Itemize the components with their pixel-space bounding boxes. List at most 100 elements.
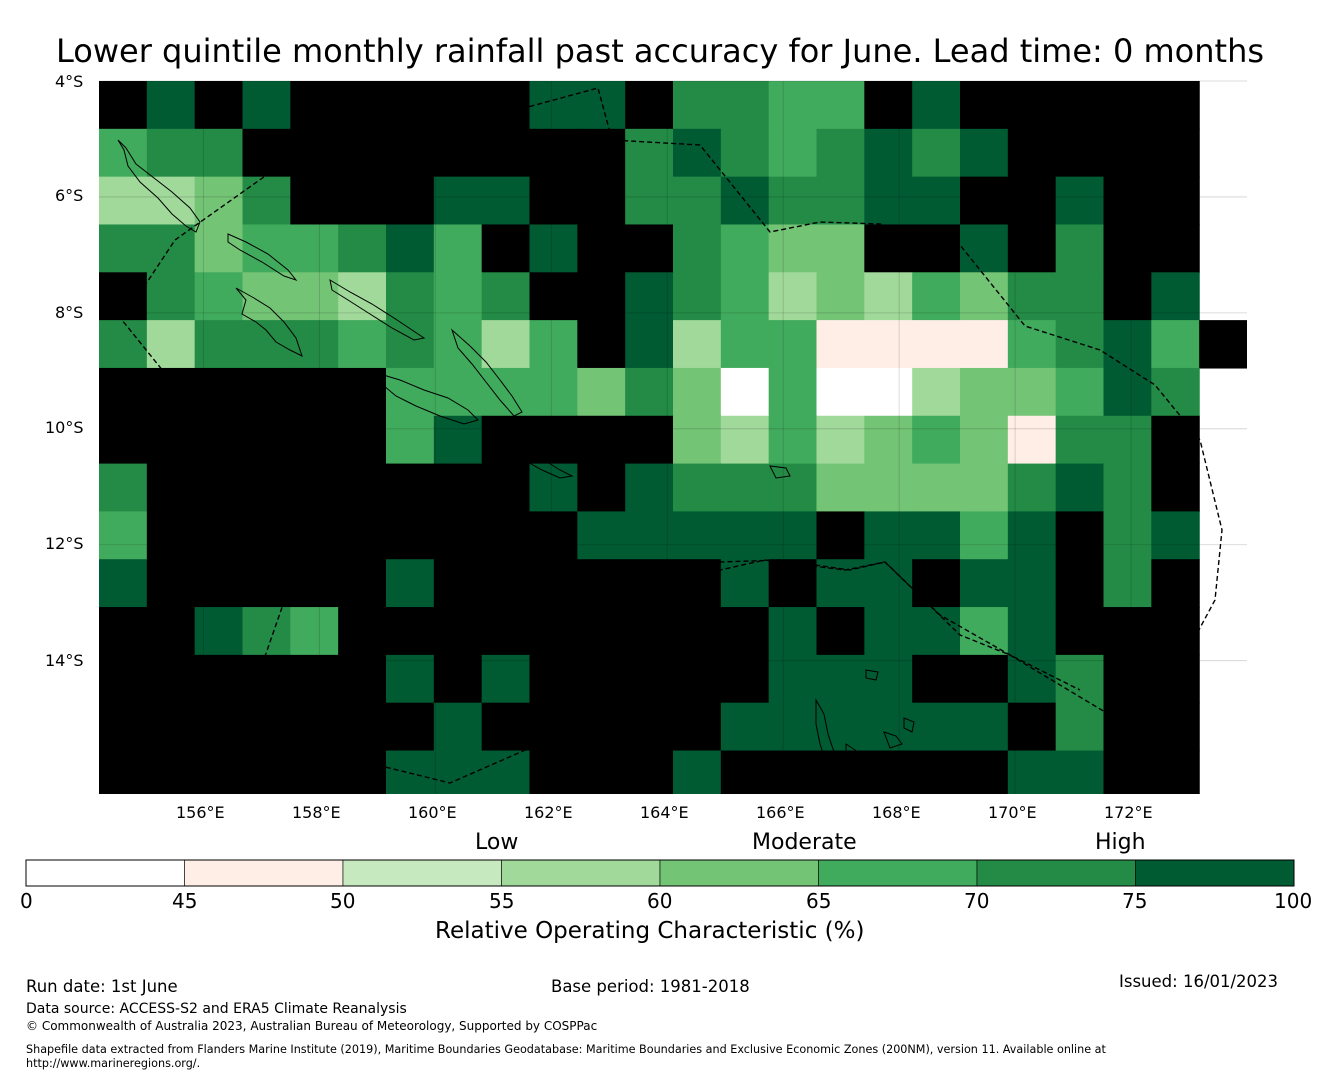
grid-cell (433, 750, 483, 794)
grid-cell (577, 511, 626, 560)
grid-cell (338, 176, 387, 226)
grid-cell (433, 415, 483, 465)
grid-cell (577, 176, 626, 226)
grid-cell (194, 81, 244, 130)
grid-cell (99, 607, 148, 656)
grid-cell (1103, 463, 1152, 513)
grid-cell (864, 990, 912, 1038)
grid-cell (242, 607, 291, 656)
grid-cell (673, 415, 722, 465)
grid-cell (242, 81, 291, 130)
grid-cell (338, 272, 387, 321)
lon-tick-162e: 162°E (524, 803, 573, 822)
grid-cell (912, 272, 961, 321)
grid-cell (577, 224, 626, 273)
coastline-efate (883, 731, 903, 749)
grid-cell (481, 415, 531, 465)
grid-cell (1103, 128, 1152, 178)
grid-cell (1055, 750, 1105, 794)
grid-cell (673, 463, 722, 513)
lon-tick-156e: 156°E (176, 803, 225, 822)
grid-cell (912, 559, 961, 608)
grid-cell (529, 607, 578, 656)
grid-cell (290, 750, 339, 794)
grid-cell (1008, 990, 1056, 1038)
coastline-santa-isabel (329, 278, 426, 341)
grid-cell (960, 511, 1009, 560)
grid-cell (99, 128, 148, 178)
grid-cell (720, 559, 770, 608)
lat-tick-10s: 10°S (45, 418, 84, 437)
grid-cell (433, 559, 483, 608)
grid-cell (625, 128, 674, 178)
grid-cell (99, 750, 148, 794)
grid-cell (146, 320, 196, 369)
grid-cell (720, 463, 770, 513)
coastlines (117, 139, 915, 773)
grid-cell (338, 750, 387, 794)
grid-cell (864, 320, 913, 369)
grid-cell (1151, 367, 1200, 417)
grid-cell (816, 702, 865, 752)
grid-cell (960, 750, 1009, 794)
grid-cell (912, 463, 961, 513)
grid-cell (864, 224, 913, 273)
grid-cell (146, 128, 196, 178)
lon-tick-170e: 170°E (988, 803, 1037, 822)
grid-cell (864, 942, 912, 990)
eez-vanuatu-north (674, 559, 1081, 691)
grid-cell (816, 176, 865, 226)
grid-cell (194, 367, 244, 417)
grid-cell (386, 559, 435, 608)
grid-cell (1103, 607, 1152, 656)
grid-cell (960, 176, 1009, 226)
lon-tick-164e: 164°E (640, 803, 689, 822)
grid-cell (433, 224, 483, 273)
grid-cell (1056, 990, 1104, 1038)
grid-cell (433, 607, 483, 656)
colorbar-word-moderate: Moderate (752, 830, 857, 855)
grid-cell (338, 415, 387, 465)
grid-cell (625, 463, 674, 513)
grid-cell (1007, 559, 1057, 608)
grid-cell (720, 415, 770, 465)
grid-cell (768, 702, 818, 752)
grid-cell (481, 511, 531, 560)
grid-cell (481, 367, 531, 417)
grid-cell (386, 367, 435, 417)
colorbar-segment (976, 859, 1136, 887)
grid-cell (242, 224, 291, 273)
grid-cell (386, 415, 435, 465)
grid-cell (529, 367, 578, 417)
grid-cell (529, 702, 578, 752)
eez-solomon-islands (121, 87, 1223, 784)
grid-cell (338, 463, 387, 513)
grid-cell (720, 128, 770, 178)
grid-cell (433, 654, 483, 704)
grid-cell (1151, 702, 1200, 752)
grid-cell (338, 559, 387, 608)
grid-cell (1199, 320, 1247, 369)
grid-cell (577, 463, 626, 513)
grid-cell (194, 463, 244, 513)
grid-cell (1055, 81, 1105, 130)
grid-cell (912, 750, 961, 794)
grid-cell (673, 654, 722, 704)
grid-cell (1007, 367, 1057, 417)
grid-cell (768, 367, 818, 417)
colorbar-tick-75: 75 (1122, 889, 1148, 913)
grid-cell (864, 559, 913, 608)
grid-cell (912, 320, 961, 369)
grid-cell (1103, 654, 1152, 704)
grid-cell (673, 750, 722, 794)
grid-cell (1151, 224, 1200, 273)
grid-cell (481, 81, 531, 130)
colorbar-segment (342, 859, 502, 887)
grid-cell (625, 415, 674, 465)
grid-cell (1055, 128, 1105, 178)
grid-cell (1151, 463, 1200, 513)
grid-cell (577, 702, 626, 752)
grid-cell (338, 367, 387, 417)
grid-cell (960, 942, 1008, 990)
grid-cell (242, 128, 291, 178)
